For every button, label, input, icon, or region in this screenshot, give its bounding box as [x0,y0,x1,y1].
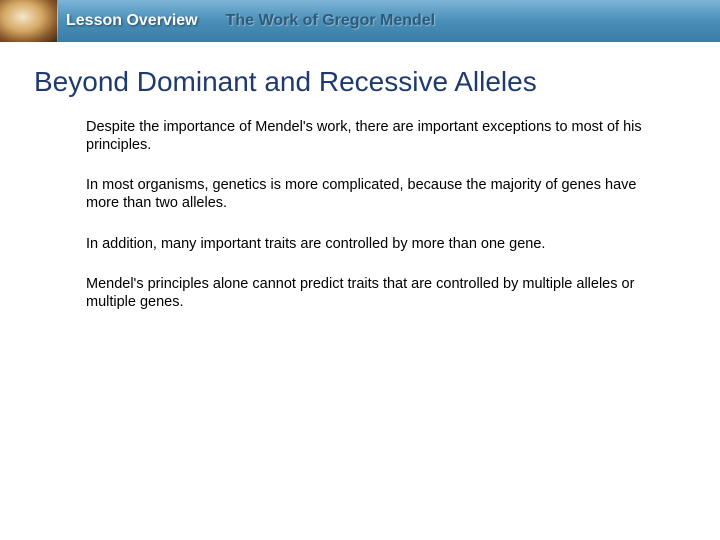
slide-content: Beyond Dominant and Recessive Alleles De… [0,42,720,311]
header-title: The Work of Gregor Mendel [226,12,436,30]
paragraph: Despite the importance of Mendel's work,… [86,118,670,154]
header-bar: Lesson Overview The Work of Gregor Mende… [0,0,720,42]
paragraph: In most organisms, genetics is more comp… [86,176,670,212]
paragraph: Mendel's principles alone cannot predict… [86,275,670,311]
slide-title: Beyond Dominant and Recessive Alleles [34,66,690,98]
paragraph: In addition, many important traits are c… [86,235,670,253]
lesson-overview-label: Lesson Overview [66,12,198,30]
header-thumbnail [0,0,58,42]
